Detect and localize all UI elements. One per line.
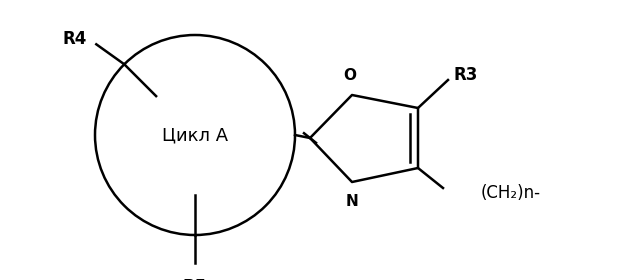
Text: R3: R3 [454, 66, 478, 84]
Text: (CH₂)n-: (CH₂)n- [481, 184, 541, 202]
Text: N: N [346, 194, 358, 209]
Text: O: O [344, 68, 356, 83]
Text: Цикл А: Цикл А [162, 126, 228, 144]
Text: R4: R4 [62, 30, 86, 48]
Text: R5: R5 [183, 278, 207, 280]
